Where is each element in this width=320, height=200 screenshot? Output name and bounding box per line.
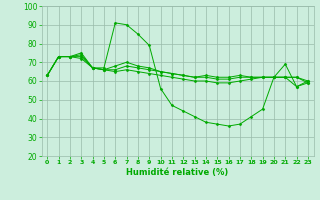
X-axis label: Humidité relative (%): Humidité relative (%) bbox=[126, 168, 229, 177]
